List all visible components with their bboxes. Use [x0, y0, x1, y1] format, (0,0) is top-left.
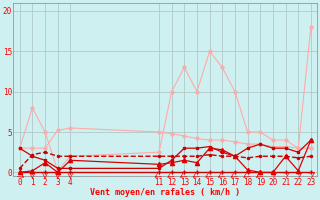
X-axis label: Vent moyen/en rafales ( km/h ): Vent moyen/en rafales ( km/h ) [90, 188, 240, 197]
